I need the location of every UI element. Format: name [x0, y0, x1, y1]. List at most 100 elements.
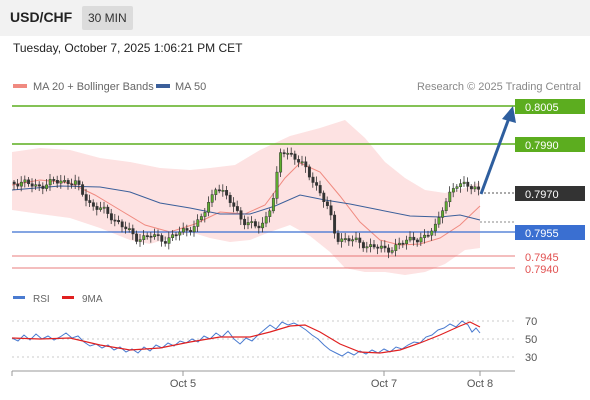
candle-body	[473, 186, 477, 190]
rsi-tick-30: 30	[525, 352, 537, 364]
candle-body	[192, 226, 196, 233]
x-label-oct5: Oct 5	[170, 378, 196, 390]
candle-body	[73, 180, 77, 185]
candle-body	[181, 228, 185, 233]
candle-body	[405, 239, 409, 244]
candle-body	[451, 188, 455, 193]
candle-body	[282, 152, 286, 155]
price-tag-support-text: 0.7955	[525, 228, 559, 240]
bollinger-band-area	[12, 120, 480, 275]
ma20-line	[11, 162, 481, 246]
rsi-ma-legend-swatch	[62, 296, 74, 299]
candle-body	[30, 183, 34, 187]
candle-body	[340, 238, 344, 242]
candle-body	[178, 231, 182, 236]
ma50-line	[11, 185, 481, 221]
candle-body	[239, 210, 243, 220]
candle-body	[81, 184, 85, 195]
projection-arrow-head	[502, 106, 516, 123]
top-bar: USD/CHF 30 MIN	[0, 0, 590, 36]
candle-body	[469, 186, 473, 190]
candle-body	[379, 245, 383, 249]
price-tag-red-2: 0.7940	[525, 264, 559, 276]
credit-text: Research © 2025 Trading Central	[417, 81, 581, 93]
candle-body	[264, 216, 268, 224]
candle-body	[199, 216, 203, 220]
candle-body	[163, 241, 167, 244]
candle-body	[387, 247, 391, 253]
rsi-line	[11, 320, 481, 357]
candle-body	[455, 186, 459, 189]
price-tag-red-1: 0.7945	[525, 252, 559, 264]
candle-body	[401, 242, 405, 245]
candle-body	[275, 171, 279, 199]
price-tag-current-text: 0.7970	[525, 189, 559, 201]
candle-body	[203, 212, 207, 217]
candle-body	[138, 239, 142, 242]
candle-body	[444, 201, 448, 211]
candle-body	[120, 221, 124, 228]
candle-body	[45, 184, 49, 189]
candle-body	[153, 234, 157, 237]
candle-body	[419, 237, 423, 243]
candle-body	[196, 219, 200, 227]
candle-body	[390, 250, 394, 253]
candle-body	[448, 191, 452, 203]
candle-body	[329, 205, 333, 216]
candle-body	[210, 194, 214, 203]
candle-body	[477, 186, 481, 190]
candle-body	[37, 184, 41, 187]
x-label-oct7: Oct 7	[371, 378, 397, 390]
candle-body	[99, 207, 103, 210]
candle-body	[235, 206, 239, 211]
candle-body	[156, 234, 160, 237]
ma50-legend-swatch	[156, 84, 170, 88]
price-tag-resistance-1-text: 0.8005	[525, 102, 559, 114]
rsi-tick-70: 70	[525, 316, 537, 328]
candle-body	[117, 220, 121, 223]
candle-body	[462, 181, 466, 184]
candle-body	[243, 218, 247, 226]
candle-body	[441, 210, 445, 218]
candle-body	[293, 153, 297, 160]
chart-datetime: Tuesday, October 7, 2025 1:06:21 PM CET	[13, 41, 243, 55]
ma20-legend-swatch	[13, 84, 27, 88]
candle-body	[376, 246, 380, 249]
candle-body	[250, 221, 254, 223]
candle-body	[124, 226, 128, 230]
symbol-label: USD/CHF	[10, 9, 73, 25]
candle-body	[257, 225, 261, 229]
candle-body	[149, 235, 153, 238]
candle-body	[127, 228, 131, 230]
candle-body	[268, 210, 272, 217]
candle-body	[221, 190, 225, 192]
candle-body	[217, 189, 221, 192]
rsi-ma-line	[11, 321, 481, 354]
candle-body	[325, 201, 329, 206]
timeframe-button[interactable]: 30 MIN	[82, 6, 133, 30]
candle-body	[102, 206, 106, 209]
candle-body	[253, 221, 257, 227]
candle-body	[351, 239, 355, 242]
price-tag-resistance-1: 0.8005	[515, 99, 585, 114]
candle-body	[232, 202, 236, 207]
ma20-legend-label: MA 20 + Bollinger Bands	[33, 81, 154, 93]
candle-body	[333, 214, 337, 234]
candle-body	[16, 183, 20, 187]
candle-body	[228, 194, 232, 203]
candle-body	[369, 244, 373, 247]
candle-body	[347, 238, 351, 242]
candle-body	[322, 192, 326, 203]
candle-body	[55, 180, 59, 184]
candle-body	[145, 235, 149, 238]
candle-body	[66, 180, 70, 185]
candle-body	[142, 235, 146, 240]
candle-body	[423, 234, 427, 238]
candle-body	[372, 244, 376, 248]
candle-body	[160, 235, 164, 242]
candle-body	[383, 245, 387, 249]
candlestick-series	[12, 147, 481, 259]
candle-body	[415, 239, 419, 243]
candle-body	[63, 180, 67, 182]
candle-body	[271, 198, 275, 212]
